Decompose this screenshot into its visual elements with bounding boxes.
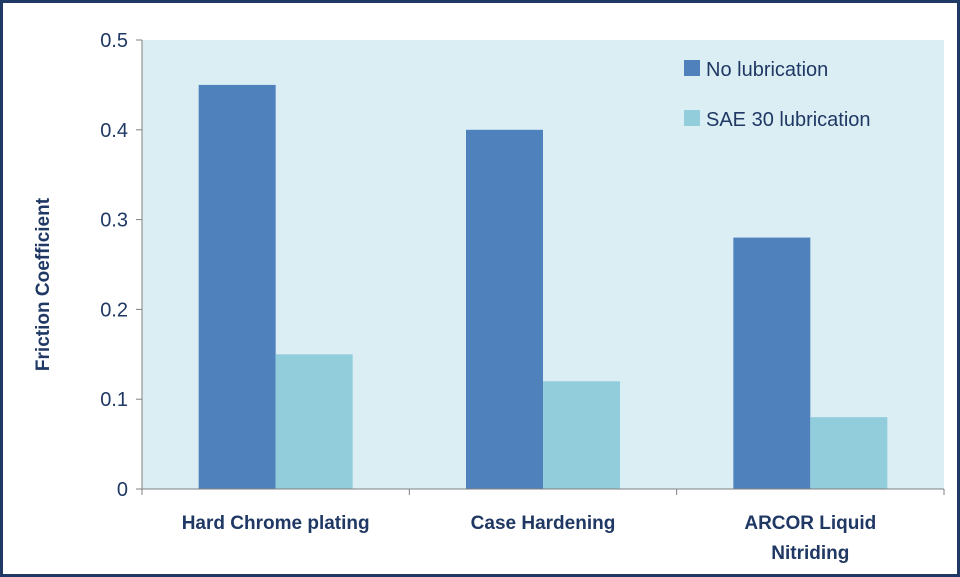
bar-no-lubrication-0 (198, 84, 276, 490)
y-tick-label: 0 (117, 479, 128, 501)
bars-group (198, 84, 888, 490)
legend-swatch (684, 60, 700, 76)
legend-label: SAE 30 lubrication (706, 109, 871, 131)
axes-group (136, 39, 945, 495)
bar-no-lubrication-2 (733, 237, 811, 489)
y-tick-labels: 0 0.1 0.2 0.3 0.4 0.5 (100, 30, 128, 501)
y-tick-label: 0.5 (100, 30, 128, 52)
legend-label: No lubrication (706, 59, 828, 81)
x-category-label: Hard Chrome plating (182, 513, 370, 534)
bar-sae30-lubrication-2 (810, 417, 888, 489)
y-tick-label: 0.1 (100, 389, 128, 411)
bar-chart: 0 0.1 0.2 0.3 0.4 0.5 Hard Chrome plating Case… (33, 30, 945, 564)
bar-no-lubrication-1 (466, 129, 543, 490)
y-tick-label: 0.3 (100, 210, 128, 232)
bar-sae30-lubrication-0 (275, 354, 353, 489)
x-category-label: ARCOR Liquid Nitriding (744, 513, 876, 564)
bar-sae30-lubrication-1 (543, 381, 620, 489)
y-axis-title: Friction Coefficient (33, 197, 54, 371)
x-tick-labels: Hard Chrome plating Case Hardening ARCOR L… (182, 513, 877, 564)
legend: No lubrication SAE 30 lubrication (684, 59, 871, 131)
x-category-label: Case Hardening (471, 513, 616, 534)
y-tick-label: 0.2 (100, 299, 128, 321)
y-tick-label: 0.4 (100, 120, 128, 142)
legend-swatch (684, 110, 700, 126)
